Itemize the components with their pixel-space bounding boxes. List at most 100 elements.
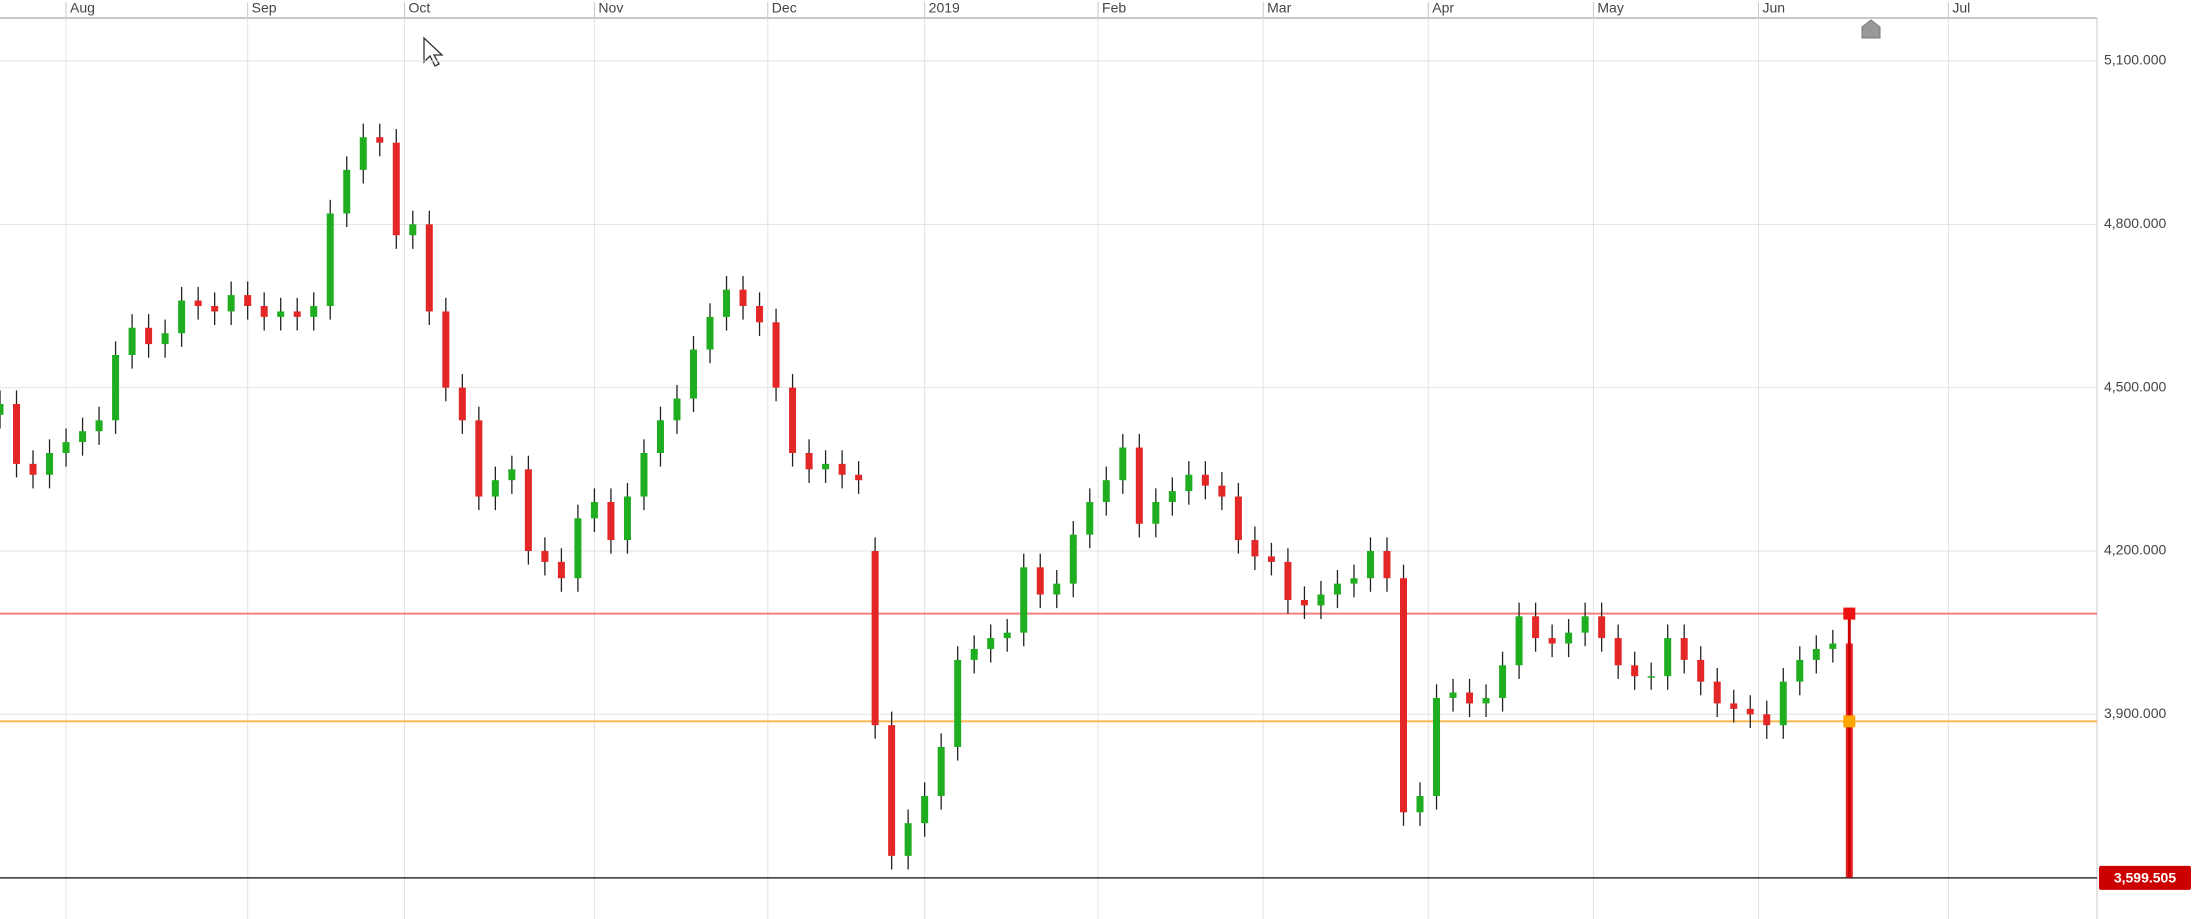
candle-body xyxy=(822,463,830,470)
candle-body xyxy=(1416,795,1424,813)
candle-body xyxy=(1036,567,1044,595)
candle-body xyxy=(1053,583,1061,595)
level-marker xyxy=(1843,607,1856,620)
home-icon[interactable] xyxy=(1861,19,1881,39)
candle-body xyxy=(1152,501,1160,524)
candle-body xyxy=(1829,643,1837,649)
candle-body xyxy=(805,452,813,470)
candle-body xyxy=(112,354,120,421)
candle-body xyxy=(1003,632,1011,639)
candle-body xyxy=(574,518,582,579)
candle-body xyxy=(921,795,929,824)
candle-body xyxy=(838,463,846,475)
candle-body xyxy=(1466,692,1474,704)
x-tick-label: Dec xyxy=(772,0,797,16)
candle-body xyxy=(508,469,516,481)
candle-body xyxy=(1201,474,1209,486)
candle-body xyxy=(607,501,615,541)
candle-body xyxy=(29,463,37,475)
candle-body xyxy=(1168,491,1176,502)
candle-body xyxy=(1697,659,1705,682)
candle-body xyxy=(789,387,797,453)
candle-body xyxy=(1647,676,1655,678)
candle-body xyxy=(1185,474,1193,492)
candle-body xyxy=(326,213,334,306)
candle-body xyxy=(1086,501,1094,535)
candle-body xyxy=(0,403,4,415)
candle-body xyxy=(871,550,879,726)
candle-body xyxy=(1333,583,1341,595)
candle-body xyxy=(79,431,87,443)
y-tick-label: 3,900.000 xyxy=(2104,705,2166,721)
candle-body xyxy=(1433,697,1441,796)
candle-body xyxy=(1383,550,1391,579)
candle-body xyxy=(1366,550,1374,579)
candle-body xyxy=(1135,447,1143,524)
y-tick-label: 5,100.000 xyxy=(2104,52,2166,68)
candle-body xyxy=(46,452,54,475)
candle-body xyxy=(1796,659,1804,682)
candle-body xyxy=(623,496,631,541)
candle-body xyxy=(260,305,268,317)
candle-body xyxy=(491,480,499,497)
candle-body xyxy=(442,311,450,388)
candle-body xyxy=(1449,692,1457,698)
x-tick-label: May xyxy=(1597,0,1623,16)
candle-body xyxy=(13,403,21,464)
candle-body xyxy=(1069,534,1077,584)
candle-body xyxy=(211,305,219,312)
candle-body xyxy=(590,501,598,519)
x-tick-label: 2019 xyxy=(929,0,960,16)
x-tick-label: Apr xyxy=(1432,0,1454,16)
candle-body xyxy=(1020,567,1028,633)
candle-body xyxy=(1614,638,1622,666)
x-tick-label: Aug xyxy=(70,0,95,16)
candle-body xyxy=(1499,665,1507,698)
candle-body xyxy=(1680,638,1688,660)
candle-body xyxy=(987,638,995,649)
x-tick-label: Oct xyxy=(409,0,431,16)
candle-body xyxy=(656,420,664,453)
candle-body xyxy=(1234,496,1242,541)
candle-body xyxy=(937,746,945,796)
candle-body xyxy=(706,316,714,350)
x-tick-label: Mar xyxy=(1267,0,1291,16)
last-price-box xyxy=(2099,865,2191,890)
candle-body xyxy=(557,561,565,579)
candle-body xyxy=(855,474,863,481)
candle-body xyxy=(1746,708,1754,715)
candle-body xyxy=(194,300,202,306)
candle-body xyxy=(1317,594,1325,606)
candle-body xyxy=(1515,616,1523,666)
candle-body xyxy=(145,327,153,345)
candle-body xyxy=(277,311,285,317)
candle-body xyxy=(1548,638,1556,644)
candle-body xyxy=(1713,681,1721,704)
candle-body xyxy=(359,137,367,170)
candle-body xyxy=(1763,714,1771,726)
candle-body xyxy=(1102,480,1110,502)
candle-body xyxy=(772,322,780,388)
candle-body xyxy=(392,142,400,236)
candle-body xyxy=(888,725,896,856)
y-tick-label: 4,800.000 xyxy=(2104,215,2166,231)
candle-body xyxy=(640,452,648,497)
candle-body xyxy=(409,224,417,236)
last-price-label: 3,599.505 xyxy=(2114,870,2176,886)
y-tick-label: 4,200.000 xyxy=(2104,542,2166,558)
candle-body xyxy=(756,305,764,323)
candle-body xyxy=(1779,681,1787,726)
candle-body xyxy=(1119,447,1127,481)
candle-body xyxy=(1631,665,1639,677)
candle-body xyxy=(128,327,136,355)
candle-body xyxy=(1581,616,1589,633)
candle-body xyxy=(1251,540,1259,557)
candle-body xyxy=(310,305,318,317)
candle-body xyxy=(673,398,681,421)
candle-body xyxy=(1284,561,1292,600)
candle-body xyxy=(376,137,384,143)
candle-body xyxy=(1400,578,1408,813)
candle-body xyxy=(541,550,549,562)
candle-body xyxy=(1482,697,1490,704)
candle-body xyxy=(954,659,962,747)
